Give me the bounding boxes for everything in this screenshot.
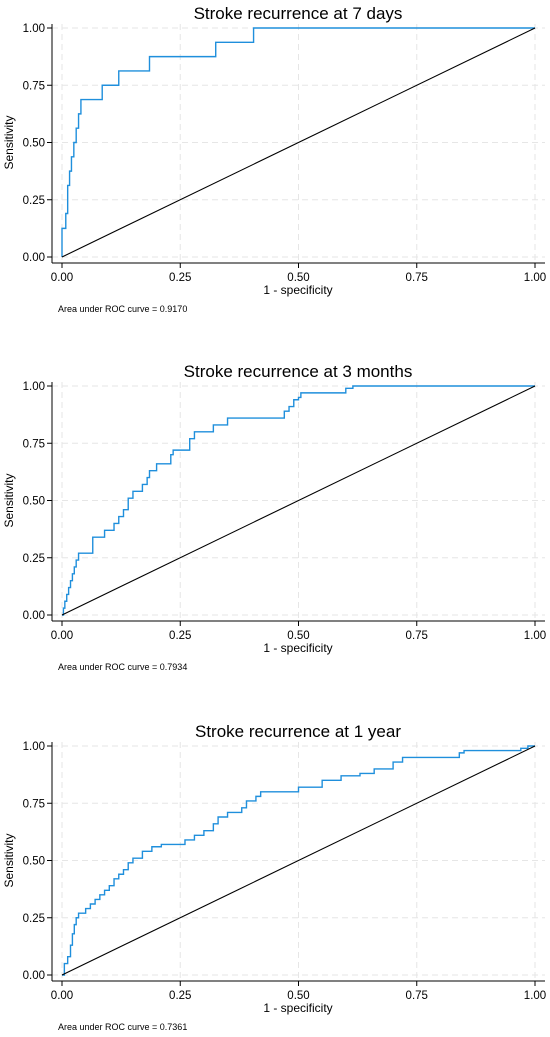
y-tick-label: 0.50 <box>23 138 45 150</box>
roc-curve <box>61 27 535 257</box>
x-tick-label: 0.00 <box>51 990 73 1002</box>
roc-panel-2: Stroke recurrence at 3 months 0.00 0.25 0.5… <box>2 362 546 672</box>
x-tick-label: 0.50 <box>287 630 309 642</box>
x-tick-label: 0.50 <box>287 990 309 1002</box>
auc-note: Area under ROC curve = 0.7361 <box>58 1022 187 1032</box>
y-tick-label: 0.25 <box>23 553 45 565</box>
y-tick-label: 0.00 <box>23 610 45 622</box>
x-axis-label: 1 - specificity <box>263 1001 332 1015</box>
x-tick-label: 0.00 <box>51 272 73 284</box>
reference-line <box>61 27 536 258</box>
x-tick-label: 1.00 <box>524 990 546 1002</box>
x-tick-label: 0.50 <box>287 272 309 284</box>
x-tick-label: 0.25 <box>169 630 191 642</box>
roc-panel-1: Stroke recurrence at 7 days 0.00 0.25 0.50 0… <box>2 4 546 314</box>
chart-title: Stroke recurrence at 1 year <box>195 722 401 741</box>
roc-curve <box>62 745 535 976</box>
y-tick-label: 0.75 <box>23 80 45 92</box>
reference-line <box>61 385 536 616</box>
y-axis-label: Sensitivity <box>2 115 16 169</box>
y-tick-label: 0.75 <box>23 798 45 810</box>
y-tick-label: 0.25 <box>23 195 45 207</box>
roc-curve <box>62 385 535 616</box>
y-tick-label: 0.75 <box>23 438 45 450</box>
x-tick-label: 1.00 <box>524 630 546 642</box>
y-axis-label: Sensitivity <box>2 473 16 527</box>
y-tick-label: 0.25 <box>23 913 45 925</box>
reference-line <box>61 745 536 976</box>
x-tick-label: 0.00 <box>51 630 73 642</box>
auc-note: Area under ROC curve = 0.9170 <box>58 304 187 314</box>
y-tick-label: 0.00 <box>23 970 45 982</box>
y-tick-label: 1.00 <box>23 23 45 35</box>
chart-title: Stroke recurrence at 7 days <box>194 4 403 23</box>
x-tick-label: 0.75 <box>406 630 428 642</box>
chart-title: Stroke recurrence at 3 months <box>184 362 413 381</box>
auc-note: Area under ROC curve = 0.7934 <box>58 662 187 672</box>
x-tick-label: 0.75 <box>406 990 428 1002</box>
x-tick-label: 0.75 <box>406 272 428 284</box>
y-tick-label: 1.00 <box>23 741 45 753</box>
x-tick-label: 0.25 <box>169 990 191 1002</box>
roc-panel-3: Stroke recurrence at 1 year 0.00 0.25 0.50 0… <box>2 722 546 1032</box>
x-axis-label: 1 - specificity <box>263 283 332 297</box>
x-tick-label: 1.00 <box>524 272 546 284</box>
y-tick-label: 0.50 <box>23 856 45 868</box>
y-axis-label: Sensitivity <box>2 833 16 887</box>
y-tick-label: 0.50 <box>23 496 45 508</box>
x-tick-label: 0.25 <box>169 272 191 284</box>
x-axis-label: 1 - specificity <box>263 641 332 655</box>
y-tick-label: 1.00 <box>23 381 45 393</box>
y-tick-label: 0.00 <box>23 252 45 264</box>
